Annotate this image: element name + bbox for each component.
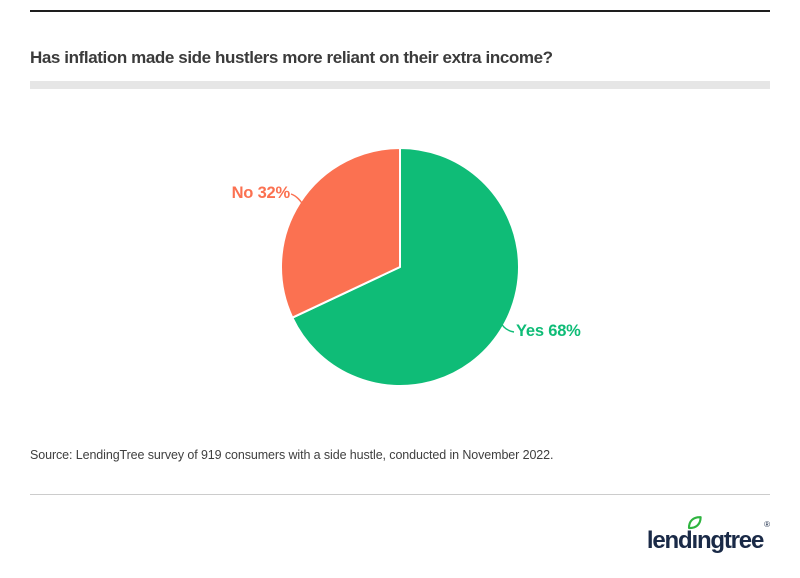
logo-text-i: ı — [691, 527, 698, 554]
logo-letter-i: ı — [688, 516, 703, 554]
title-underline-bar — [30, 81, 770, 89]
pie-slices — [280, 147, 520, 387]
footer-divider — [30, 494, 770, 495]
lendingtree-logo: lend ıngtree® — [646, 516, 770, 554]
pie-slice-yes — [291, 147, 520, 387]
registered-mark: ® — [764, 520, 770, 529]
logo-text-pre: lend — [646, 527, 693, 554]
logo-text-post: ngtree — [696, 527, 764, 554]
no-leader-line — [290, 193, 306, 209]
leaf-icon — [688, 516, 703, 530]
pie-label-yes: Yes 68% — [516, 322, 581, 340]
pie-slice-no — [280, 147, 401, 319]
yes-leader-line — [499, 320, 515, 333]
chart-title: Has inflation made side hustlers more re… — [30, 48, 553, 67]
source-note: Source: LendingTree survey of 919 consum… — [30, 448, 554, 462]
pie-label-no: No 32% — [232, 184, 291, 202]
top-rule — [30, 10, 770, 12]
